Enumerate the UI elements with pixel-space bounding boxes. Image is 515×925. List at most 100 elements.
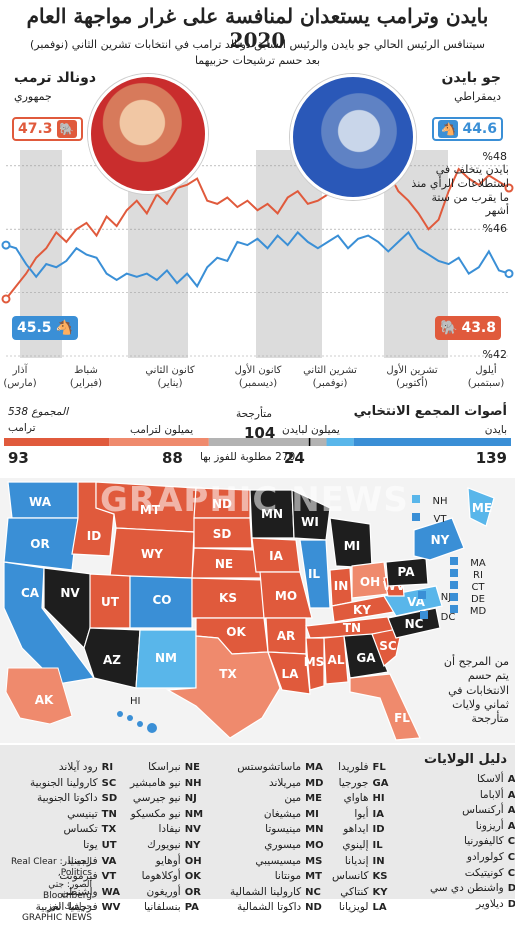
legend-abbr: DC bbox=[507, 883, 515, 895]
legend-row-CT: CTكونيتيكت bbox=[430, 866, 515, 882]
state-NY bbox=[413, 517, 465, 561]
legend-state-name: كاليفورنيا bbox=[464, 835, 504, 848]
legend-state-name: تكساس bbox=[63, 823, 98, 836]
legend-state-name: نيويورك bbox=[147, 838, 181, 851]
legend-abbr: CT bbox=[507, 867, 515, 879]
legend-abbr: MS bbox=[305, 855, 323, 867]
legend-row-MD: MD ميريلاند bbox=[230, 776, 327, 792]
legend-state-name: ألاسكا bbox=[476, 773, 504, 785]
month-label-5: شباط (فبراير) bbox=[54, 364, 118, 390]
month-sub: (يناير) bbox=[157, 378, 183, 389]
state-label-IL: IL bbox=[308, 567, 320, 581]
legend-abbr: AZ bbox=[507, 820, 515, 832]
legend-row-FL: FL فلوريدا bbox=[332, 760, 395, 776]
legend-abbr: WA bbox=[101, 886, 120, 898]
legend-abbr: AL bbox=[507, 789, 515, 801]
legend-state-name: داكوتا الشمالية bbox=[236, 901, 302, 914]
legend-abbr: AK bbox=[507, 774, 515, 785]
legend-row-AR: ARأركنساس bbox=[430, 803, 515, 819]
legend-state-name: كانساس bbox=[332, 870, 369, 883]
state-MS bbox=[305, 637, 325, 691]
legend-abbr: SC bbox=[101, 777, 117, 789]
legend-abbr: NV bbox=[184, 824, 201, 836]
month-name: تشرين الأول bbox=[386, 365, 438, 376]
electoral-bar bbox=[4, 438, 511, 446]
electoral-title: أصوات المجمع الانتخابي bbox=[353, 404, 507, 419]
month-label-0: أيلول (سبتمبر) bbox=[454, 364, 515, 390]
month-label-3: كانون الأول (ديسمبر) bbox=[226, 364, 290, 390]
legend-state-name: ميشيغان bbox=[263, 807, 302, 820]
swing-state-note: من المرجح أن يتم حسم الانتخابات في ثماني… bbox=[443, 655, 509, 726]
month-label-6: آذار (مارس) bbox=[0, 364, 52, 390]
legend-abbr: CO bbox=[507, 851, 515, 863]
month-name: تشرين الثاني bbox=[303, 365, 357, 376]
state-label-SD: SD bbox=[213, 527, 232, 541]
source-note: المصادر: Real Clear Politics, الصور: جتي… bbox=[6, 857, 92, 925]
month-name: أيلول bbox=[475, 365, 497, 376]
legend-state-name: واشنطن دي سي bbox=[430, 882, 504, 895]
legend-state-name: نيو جيرسي bbox=[132, 792, 181, 805]
state-HI-island bbox=[137, 721, 143, 727]
state-GA bbox=[343, 633, 389, 679]
legend-row-ME: ME مين bbox=[230, 791, 327, 807]
elephant-icon: 🐘 bbox=[56, 120, 77, 138]
legend-row-KS: KS كانساس bbox=[332, 869, 395, 885]
state-IL bbox=[299, 539, 331, 609]
legend-state-name: جورجيا bbox=[338, 776, 369, 789]
legend-row-MO: MO ميسوري bbox=[230, 838, 327, 854]
state-label-NH: NH bbox=[433, 496, 448, 507]
legend-state-name: أركنساس bbox=[462, 804, 504, 817]
legend-state-name: أريزونا bbox=[475, 819, 504, 832]
legend-abbr: OK bbox=[184, 871, 201, 883]
legend-abbr: IN bbox=[372, 855, 385, 867]
state-label-AR: AR bbox=[277, 629, 296, 643]
trump-series-line bbox=[5, 167, 510, 300]
subtitle-line-1: سيتنافس الرئيس الحالي جو بايدن والرئيس ا… bbox=[29, 38, 486, 51]
trump-start-point bbox=[1, 294, 11, 304]
state-CO bbox=[129, 575, 193, 629]
state-label-KS: KS bbox=[219, 591, 237, 605]
state-MD bbox=[450, 605, 458, 613]
legend-row-NY: NY نيويورك bbox=[130, 838, 207, 854]
trump-end-point bbox=[504, 183, 514, 193]
legend-row-MS: MS ميسيسيبي bbox=[230, 854, 327, 870]
state-label-CT: CT bbox=[471, 582, 485, 593]
legend-abbr: MO bbox=[305, 839, 324, 851]
legend-abbr: LA bbox=[372, 902, 387, 914]
legend-row-MN: MN مينيسوتا bbox=[230, 822, 327, 838]
legend-abbr: CA bbox=[507, 836, 515, 848]
legend-abbr: MI bbox=[305, 808, 319, 820]
legend-abbr: OR bbox=[184, 886, 201, 898]
state-AL bbox=[323, 635, 349, 685]
state-VT bbox=[412, 513, 420, 521]
lean-biden-label: يميلون لبايدن bbox=[282, 424, 340, 436]
state-label-OH: OH bbox=[360, 575, 380, 589]
legend-row-AL: ALألاباما bbox=[430, 788, 515, 804]
legend-state-name: بنسلفانيا bbox=[143, 901, 181, 914]
biden-start-point bbox=[1, 240, 11, 250]
legend-column-2: MA ماساتشوستس MD ميريلاند ME مين MI ميشيغان MN مي… bbox=[230, 760, 327, 916]
month-sub: (ديسمبر) bbox=[238, 378, 278, 389]
legend-abbr: RI bbox=[101, 762, 114, 773]
legend-column-1: FL فلوريدا GA جورجيا HI هاواي IA أيوا ID ايداهو IL… bbox=[332, 760, 395, 916]
state-ME bbox=[467, 487, 495, 527]
legend-row-IL: IL إلينوي bbox=[332, 838, 395, 854]
legend-state-name: لويزيانا bbox=[338, 901, 369, 914]
state-MA bbox=[450, 557, 458, 565]
biden-start-badge: 🐴 44.6 bbox=[432, 117, 503, 141]
legend-row-OH: OH أوهايو bbox=[130, 854, 207, 870]
legend-abbr: GA bbox=[372, 777, 389, 789]
donkey-icon: 🐴 bbox=[438, 120, 459, 138]
month-sub: (فبراير) bbox=[69, 378, 103, 389]
state-RI bbox=[450, 569, 458, 577]
legend-state-name: إلينوي bbox=[342, 838, 369, 851]
state-label-NV: NV bbox=[60, 586, 80, 600]
legend-state-name: كارولينا الشمالية bbox=[230, 885, 302, 898]
legend-state-name: مين bbox=[284, 792, 302, 805]
legend-abbr: TN bbox=[101, 808, 117, 820]
state-NJ bbox=[418, 591, 426, 599]
legend-row-NE: NE نبراسكا bbox=[130, 760, 207, 776]
legend-row-KY: KY كنتاكي bbox=[332, 885, 395, 901]
legend-row-VT: VT فيرمونت bbox=[30, 869, 124, 885]
majority-label: 270 مطلوبة للفوز بها bbox=[200, 451, 296, 463]
